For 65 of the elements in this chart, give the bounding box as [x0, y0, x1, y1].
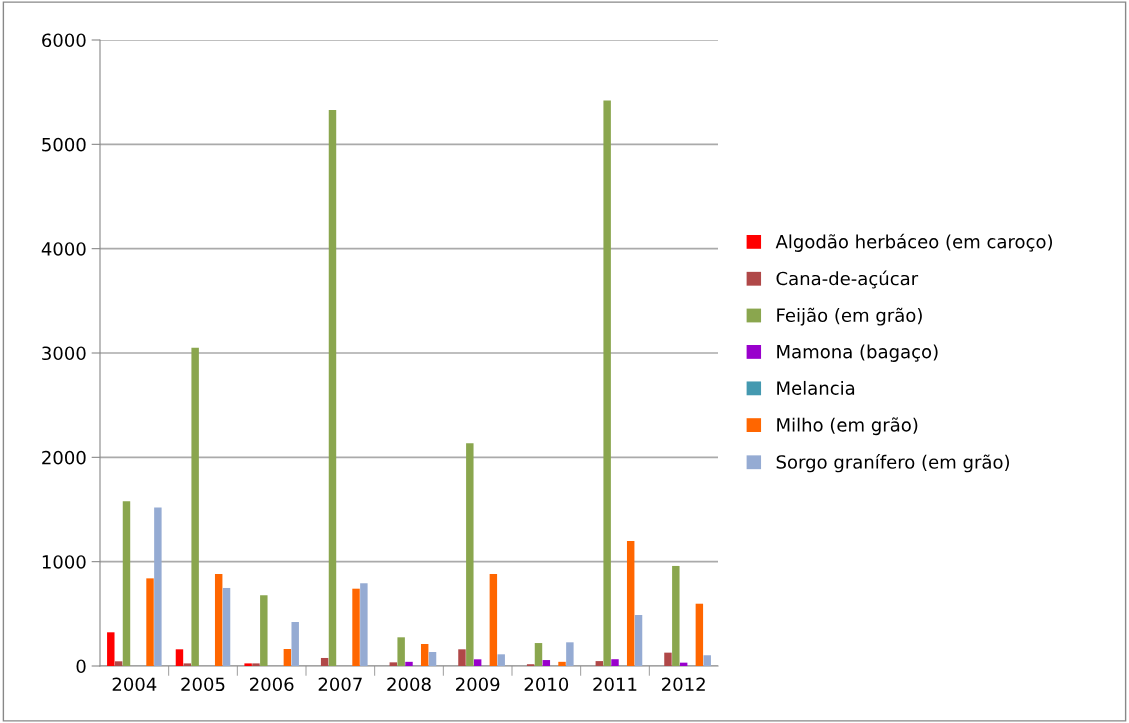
bar [389, 662, 398, 666]
bar [634, 614, 643, 666]
x-tick-label: 2011 [593, 677, 637, 692]
legend-label: Milho (em grão) [777, 417, 918, 436]
bar [595, 661, 604, 666]
y-tick-label: 0 [76, 659, 86, 674]
legend-label: Sorgo granífero (em grão) [776, 454, 1010, 473]
legend-label: Cana-de-açúcar [776, 270, 919, 289]
bar [566, 642, 574, 666]
legend-label: Feijão (em grão) [777, 307, 922, 326]
x-tick-label: 2010 [524, 677, 569, 692]
bar [114, 661, 123, 666]
bar [473, 659, 482, 666]
bar [291, 621, 299, 666]
bar [252, 663, 260, 666]
bar [497, 654, 505, 666]
bar [626, 541, 635, 666]
bar [703, 655, 711, 666]
bar [283, 648, 292, 666]
y-tick-label: 2000 [42, 450, 86, 465]
bar [175, 649, 184, 666]
bar [244, 663, 252, 666]
y-tick-label: 5000 [42, 137, 86, 152]
bar [420, 643, 429, 666]
bar [428, 652, 437, 666]
bar [397, 637, 405, 666]
bar [260, 595, 268, 666]
legend-label: Algodão herbáceo (em caroço) [775, 233, 1053, 252]
bar [695, 603, 704, 666]
bar [534, 643, 543, 666]
x-tick-label: 2006 [250, 677, 294, 692]
bar [489, 573, 498, 666]
bar [611, 659, 619, 666]
bar [222, 587, 231, 666]
bar [672, 565, 680, 666]
y-tick-label: 6000 [42, 33, 86, 48]
y-tick-label: 1000 [42, 555, 86, 569]
x-tick-label: 2008 [387, 677, 431, 692]
bar [360, 583, 368, 666]
legend-label: Melancia [777, 380, 855, 395]
bar [122, 501, 131, 666]
bar [183, 663, 192, 666]
bar [107, 632, 115, 666]
x-tick-label: 2007 [318, 677, 362, 692]
bar [146, 578, 154, 666]
x-tick-label: 2004 [112, 677, 157, 692]
bar [664, 652, 672, 666]
bar [191, 347, 199, 666]
bar [154, 507, 162, 666]
bar [405, 661, 413, 666]
bar [603, 100, 611, 666]
x-tick-label: 2009 [456, 677, 500, 692]
bar [320, 657, 329, 666]
x-tick-label: 2012 [662, 677, 705, 692]
y-tick-label: 3000 [42, 346, 86, 361]
bar [328, 109, 337, 666]
y-tick-label: 4000 [41, 242, 86, 256]
bar [542, 660, 551, 666]
bar [558, 661, 566, 666]
legend-label: Mamona (bagaço) [777, 344, 938, 362]
bar [458, 649, 466, 666]
bar [214, 573, 223, 666]
bar [466, 443, 474, 666]
x-tick-label: 2005 [181, 677, 225, 692]
bar [352, 588, 360, 666]
